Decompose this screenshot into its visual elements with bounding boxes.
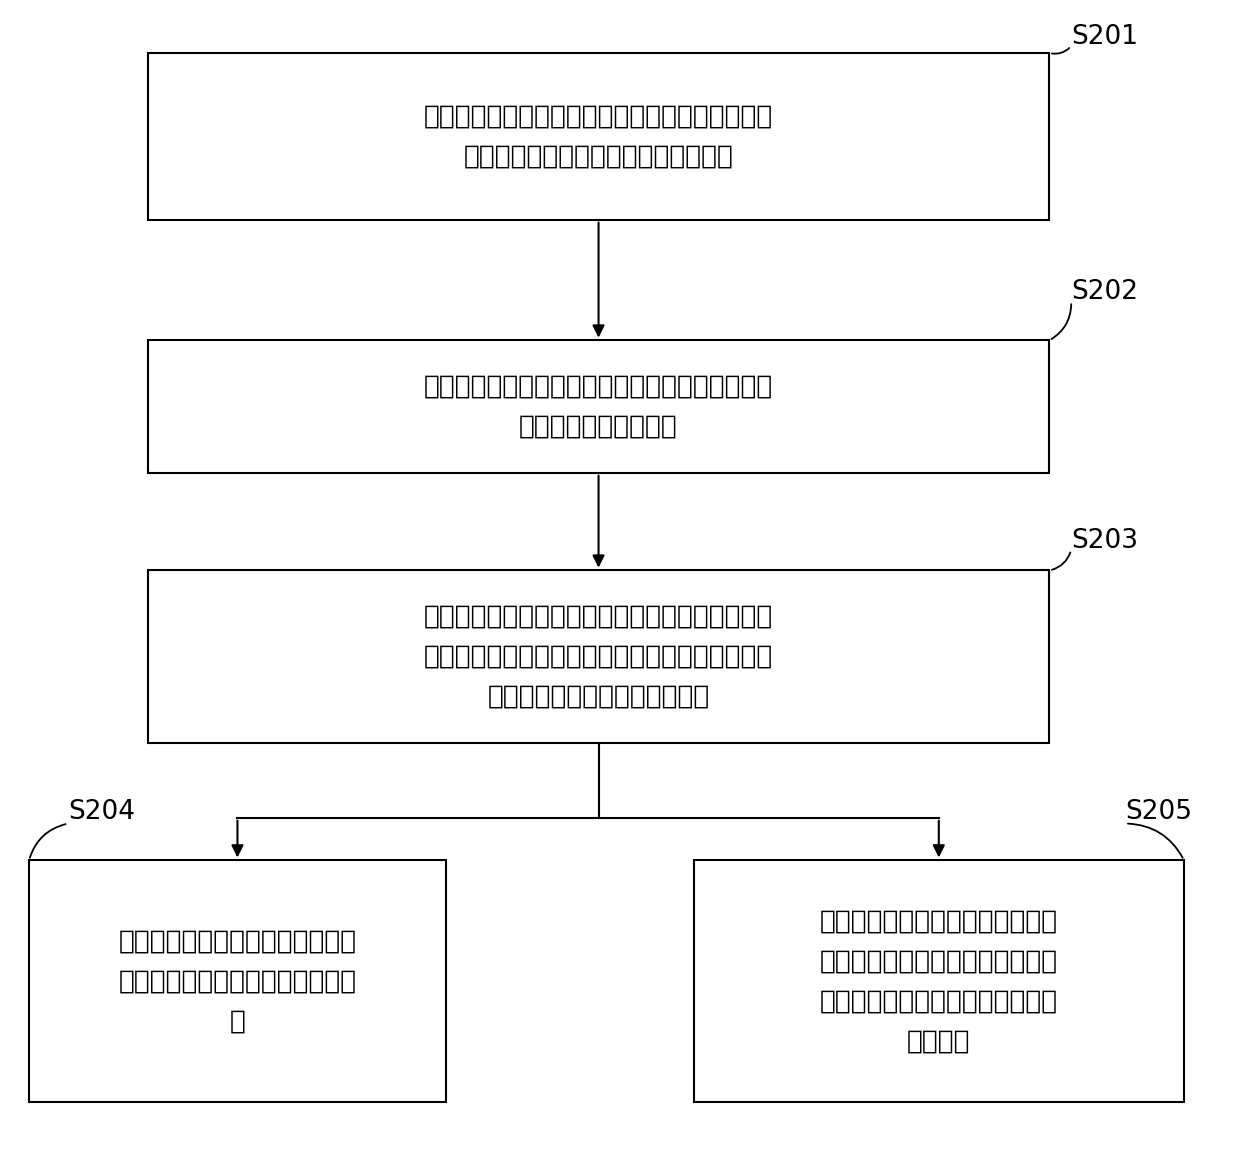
FancyArrowPatch shape (1128, 824, 1183, 858)
Text: 当第一验证码与预先设定的第二验
证码相同时，保持通信终端正常使
用: 当第一验证码与预先设定的第二验 证码相同时，保持通信终端正常使 用 (118, 928, 357, 1034)
FancyArrowPatch shape (1052, 304, 1071, 339)
Text: 检测通信过程中用户当前的语音信息，并从检测到
的语音信息中提取用户的第一声纹特征: 检测通信过程中用户当前的语音信息，并从检测到 的语音信息中提取用户的第一声纹特征 (424, 104, 774, 169)
Bar (29, 860, 446, 1102)
Text: S203: S203 (1071, 527, 1138, 554)
Text: S204: S204 (68, 799, 135, 825)
Bar (148, 570, 1049, 743)
Text: 当第一验证码与预先设定的第二验
证码不相同时，向预先设定的至少
一个联系人发送包括通信终端的位
置的信息: 当第一验证码与预先设定的第二验 证码不相同时，向预先设定的至少 一个联系人发送包… (820, 908, 1058, 1055)
Bar (148, 341, 1049, 473)
FancyArrowPatch shape (1052, 553, 1070, 570)
Text: S205: S205 (1125, 799, 1192, 825)
Text: 当至少一个第二声纹特征中不存在与第一声纹特征
匹配的第二声纹特征时，提示用户输入第一验证码
，并获取用户输入的第一验证码: 当至少一个第二声纹特征中不存在与第一声纹特征 匹配的第二声纹特征时，提示用户输入… (424, 604, 774, 710)
Bar (148, 52, 1049, 220)
FancyArrowPatch shape (1052, 48, 1069, 54)
FancyArrowPatch shape (30, 824, 66, 858)
Text: S201: S201 (1071, 23, 1138, 50)
Text: S202: S202 (1071, 279, 1138, 305)
Bar (693, 860, 1184, 1102)
Text: 将第一声纹特征与通信终端中预先存储的至少一个
第二声纹特征进行匹配: 将第一声纹特征与通信终端中预先存储的至少一个 第二声纹特征进行匹配 (424, 374, 774, 440)
